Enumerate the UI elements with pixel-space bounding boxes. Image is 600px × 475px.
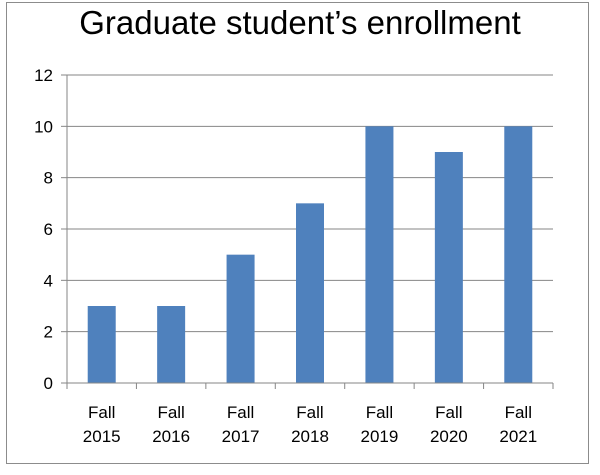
axis-labels: 0 2 4 6 8 10 12 Fall 2015 Fall 2016 Fall 2017 Fall 201… bbox=[34, 66, 537, 446]
bar bbox=[365, 126, 394, 383]
bar bbox=[157, 306, 186, 383]
bar bbox=[434, 152, 463, 383]
x-category-label: Fall 2015 bbox=[83, 403, 121, 446]
y-tick-label: 10 bbox=[34, 117, 53, 136]
chart-title: Graduate student’s enrollment bbox=[79, 4, 521, 41]
y-tick-label: 0 bbox=[44, 374, 53, 393]
axes bbox=[61, 74, 554, 389]
x-category-label: Fall 2017 bbox=[222, 403, 260, 446]
bar bbox=[504, 126, 533, 383]
bar bbox=[226, 254, 255, 383]
y-tick-label: 6 bbox=[44, 220, 53, 239]
y-tick-label: 2 bbox=[44, 323, 53, 342]
x-category-label: Fall 2021 bbox=[499, 403, 537, 446]
y-tick-label: 12 bbox=[34, 66, 53, 85]
y-tick-label: 8 bbox=[44, 169, 53, 188]
x-category-label: Fall 2018 bbox=[291, 403, 329, 446]
bar bbox=[87, 306, 116, 383]
y-tick-label: 4 bbox=[44, 271, 53, 290]
x-category-label: Fall 2020 bbox=[430, 403, 468, 446]
bar bbox=[296, 203, 324, 383]
bars bbox=[87, 126, 533, 383]
x-category-label: Fall 2019 bbox=[361, 403, 399, 446]
x-category-label: Fall 2016 bbox=[152, 403, 190, 446]
